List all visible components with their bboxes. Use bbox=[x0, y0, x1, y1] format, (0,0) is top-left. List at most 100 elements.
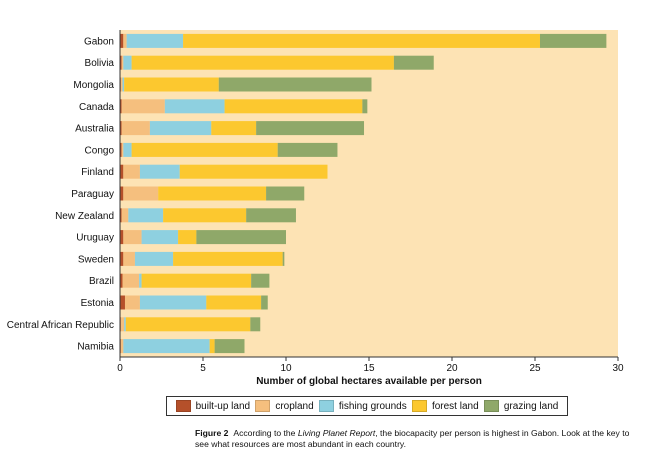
bar-cropland-australia bbox=[121, 121, 150, 136]
bar-fishing-grounds-uruguay bbox=[141, 230, 179, 245]
bar-fishing-grounds-gabon bbox=[126, 33, 184, 48]
bar-fishing-grounds-congo bbox=[123, 142, 132, 157]
bar-fishing-grounds-bolivia bbox=[123, 55, 132, 70]
bar-fishing-grounds-new-zealand bbox=[128, 208, 164, 223]
bar-cropland-congo bbox=[121, 142, 124, 157]
bar-fishing-grounds-central-african-republic bbox=[124, 317, 126, 332]
bar-built-up-land-estonia bbox=[120, 295, 125, 310]
legend-swatch bbox=[255, 400, 271, 412]
bar-built-up-land-bolivia bbox=[120, 55, 122, 70]
bars-layer bbox=[120, 33, 607, 354]
legend-item: fishing grounds bbox=[318, 400, 407, 412]
bar-cropland-brazil bbox=[122, 273, 140, 288]
bar-cropland-paraguay bbox=[123, 186, 159, 201]
bar-grazing-land-namibia bbox=[214, 339, 245, 354]
bar-forest-land-australia bbox=[211, 121, 257, 136]
bar-built-up-land-new-zealand bbox=[120, 208, 122, 223]
category-label: Mongolia bbox=[73, 80, 114, 91]
caption-text-after: , the biocapacity per person is highest … bbox=[195, 428, 630, 449]
bar-cropland-namibia bbox=[120, 339, 124, 354]
category-label: Congo bbox=[85, 145, 115, 156]
bar-fishing-grounds-finland bbox=[139, 164, 180, 179]
bar-built-up-land-canada bbox=[120, 99, 122, 114]
figure-caption: Figure 2 According to the Living Planet … bbox=[195, 428, 635, 450]
bar-cropland-finland bbox=[123, 164, 140, 179]
bar-grazing-land-estonia bbox=[261, 295, 268, 310]
bar-built-up-land-brazil bbox=[120, 273, 123, 288]
bar-fishing-grounds-australia bbox=[149, 121, 212, 136]
bar-grazing-land-gabon bbox=[539, 33, 607, 48]
bar-forest-land-uruguay bbox=[178, 230, 197, 245]
x-axis-title: Number of global hectares available per … bbox=[256, 376, 482, 387]
bar-cropland-new-zealand bbox=[121, 208, 129, 223]
category-label: Brazil bbox=[89, 276, 114, 287]
figure-number: Figure 2 bbox=[195, 428, 229, 438]
bar-grazing-land-sweden bbox=[282, 251, 285, 266]
caption-text-before: According to the bbox=[233, 428, 298, 438]
bar-fishing-grounds-namibia bbox=[123, 339, 210, 354]
category-label: New Zealand bbox=[55, 211, 114, 222]
bar-fishing-grounds-sweden bbox=[134, 251, 174, 266]
x-tick-label: 15 bbox=[363, 363, 375, 374]
bar-built-up-land-finland bbox=[120, 164, 124, 179]
bar-built-up-land-uruguay bbox=[120, 230, 124, 245]
legend-label: cropland bbox=[275, 400, 314, 412]
bar-fishing-grounds-mongolia bbox=[122, 77, 125, 92]
bar-forest-land-new-zealand bbox=[163, 208, 247, 223]
bar-forest-land-gabon bbox=[183, 33, 540, 48]
legend-label: fishing grounds bbox=[338, 400, 407, 412]
bar-fishing-grounds-brazil bbox=[139, 273, 142, 288]
bar-forest-land-canada bbox=[224, 99, 363, 114]
category-label: Estonia bbox=[81, 298, 115, 309]
bar-grazing-land-canada bbox=[362, 99, 368, 114]
category-label: Gabon bbox=[84, 36, 114, 47]
x-tick-label: 0 bbox=[117, 363, 123, 374]
legend-item: grazing land bbox=[483, 400, 559, 412]
caption-report-title: Living Planet Report bbox=[297, 428, 376, 438]
bar-cropland-gabon bbox=[123, 33, 127, 48]
category-label: Namibia bbox=[77, 342, 114, 353]
legend-label: forest land bbox=[431, 400, 479, 412]
bar-built-up-land-paraguay bbox=[120, 186, 124, 201]
category-labels: Gabon Bolivia Mongolia Canada Australia Congo… bbox=[7, 36, 115, 352]
x-axis: 0 5 10 15 20 25 30 bbox=[117, 30, 624, 374]
bar-cropland-mongolia bbox=[120, 77, 123, 92]
bar-grazing-land-uruguay bbox=[196, 230, 286, 245]
biocapacity-chart: Gabon Bolivia Mongolia Canada Australia Congo… bbox=[7, 30, 624, 387]
legend-swatch bbox=[411, 400, 427, 412]
bar-cropland-bolivia bbox=[121, 55, 124, 70]
bar-forest-land-namibia bbox=[209, 339, 215, 354]
legend-swatch bbox=[175, 400, 191, 412]
bar-grazing-land-paraguay bbox=[266, 186, 305, 201]
x-tick-label: 5 bbox=[200, 363, 206, 374]
x-tick-label: 20 bbox=[446, 363, 458, 374]
legend-label: grazing land bbox=[503, 400, 559, 412]
bar-forest-land-congo bbox=[131, 142, 278, 157]
bar-grazing-land-mongolia bbox=[218, 77, 372, 92]
bar-forest-land-mongolia bbox=[124, 77, 219, 92]
category-label: Uruguay bbox=[76, 233, 114, 244]
legend-item: cropland bbox=[255, 400, 314, 412]
category-label: Canada bbox=[79, 102, 114, 113]
category-label: Paraguay bbox=[71, 189, 114, 200]
bar-built-up-land-sweden bbox=[120, 251, 124, 266]
bar-fishing-grounds-estonia bbox=[139, 295, 207, 310]
x-tick-label: 30 bbox=[612, 363, 624, 374]
legend: built-up land cropland fishing grounds fore… bbox=[166, 396, 568, 416]
category-label: Australia bbox=[75, 124, 114, 135]
bar-cropland-uruguay bbox=[123, 230, 142, 245]
bar-forest-land-paraguay bbox=[158, 186, 267, 201]
bar-grazing-land-central-african-republic bbox=[250, 317, 261, 332]
bar-fishing-grounds-canada bbox=[164, 99, 225, 114]
legend-swatch bbox=[483, 400, 499, 412]
legend-item: built-up land bbox=[175, 400, 251, 412]
bar-cropland-sweden bbox=[123, 251, 135, 266]
bar-forest-land-estonia bbox=[206, 295, 262, 310]
bar-forest-land-sweden bbox=[173, 251, 283, 266]
bar-grazing-land-new-zealand bbox=[246, 208, 296, 223]
legend-label: built-up land bbox=[195, 400, 251, 412]
category-label: Bolivia bbox=[85, 58, 115, 69]
bar-cropland-estonia bbox=[124, 295, 140, 310]
legend-item: forest land bbox=[411, 400, 479, 412]
bar-grazing-land-brazil bbox=[251, 273, 270, 288]
